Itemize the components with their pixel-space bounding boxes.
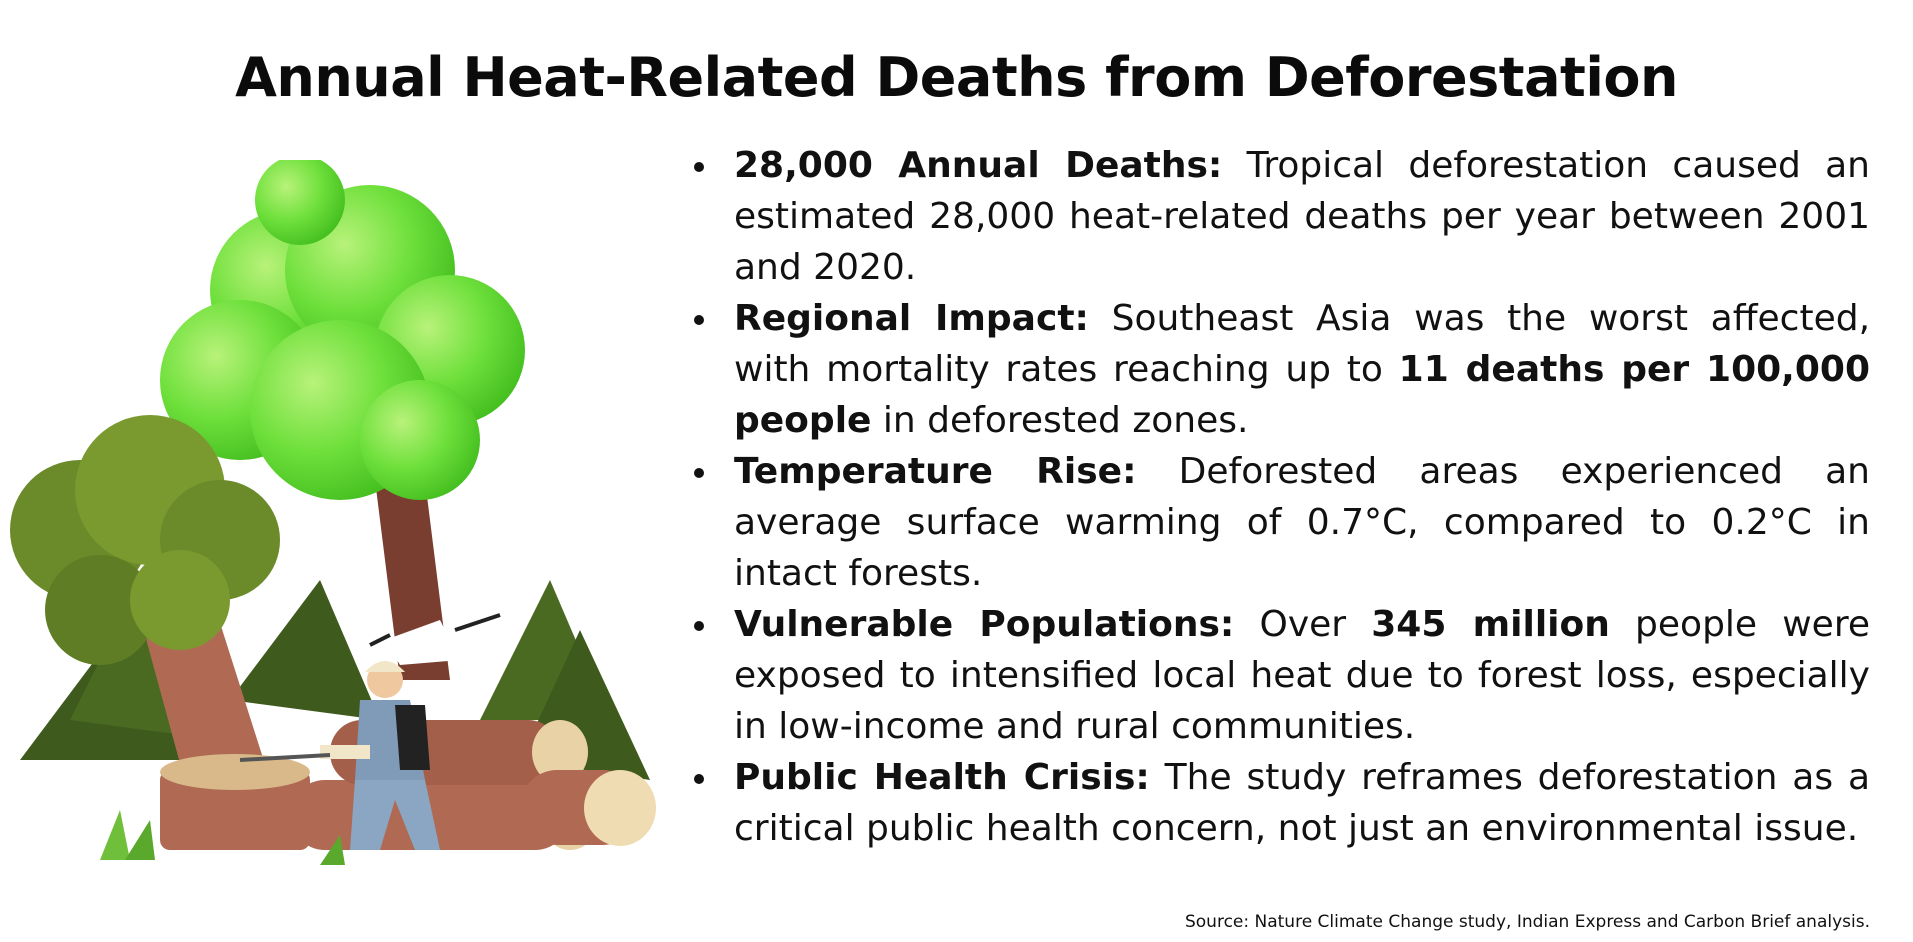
deforestation-illustration [0,155,660,880]
bullet-label: Public Health Crisis: [734,757,1150,798]
tall-tree [160,155,525,680]
bullet-label: Temperature Rise: [734,451,1137,492]
list-item: Regional Impact: Southeast Asia was the … [680,293,1870,446]
key-facts-list: 28,000 Annual Deaths: Tropical deforesta… [680,140,1870,854]
list-item: Public Health Crisis: The study reframes… [680,752,1870,854]
bullet-highlight: 11 deaths per 100,000 people [734,349,1870,441]
bullet-label: Vulnerable Populations: [734,604,1235,645]
list-item: 28,000 Annual Deaths: Tropical deforesta… [680,140,1870,293]
bullet-label: 28,000 Annual Deaths: [734,145,1223,186]
page-title: Annual Heat-Related Deaths from Deforest… [235,46,1678,109]
bullet-text: in deforested zones. [871,400,1249,441]
bullet-text: Deforested areas experienced an average … [734,451,1871,594]
falling-tree [10,415,280,800]
bullet-text: people were exposed to intensified local… [734,604,1870,747]
bullet-text: Southeast Asia was the worst affected, w… [734,298,1871,390]
bullet-label: Regional Impact: [734,298,1089,339]
bullet-text: Over [1234,604,1372,645]
logging-scene-icon [10,155,656,865]
source-citation: Source: Nature Climate Change study, Ind… [1184,912,1870,932]
list-item: Vulnerable Populations: Over 345 million… [680,599,1870,752]
list-item: Temperature Rise: Deforested areas exper… [680,446,1870,599]
bullet-text: The study reframes deforestation as a cr… [734,757,1870,849]
logger-figure [239,661,440,850]
bullet-text: Tropical deforestation caused an estimat… [734,145,1870,288]
grass [100,810,345,865]
bullet-highlight: 345 million [1371,604,1610,645]
